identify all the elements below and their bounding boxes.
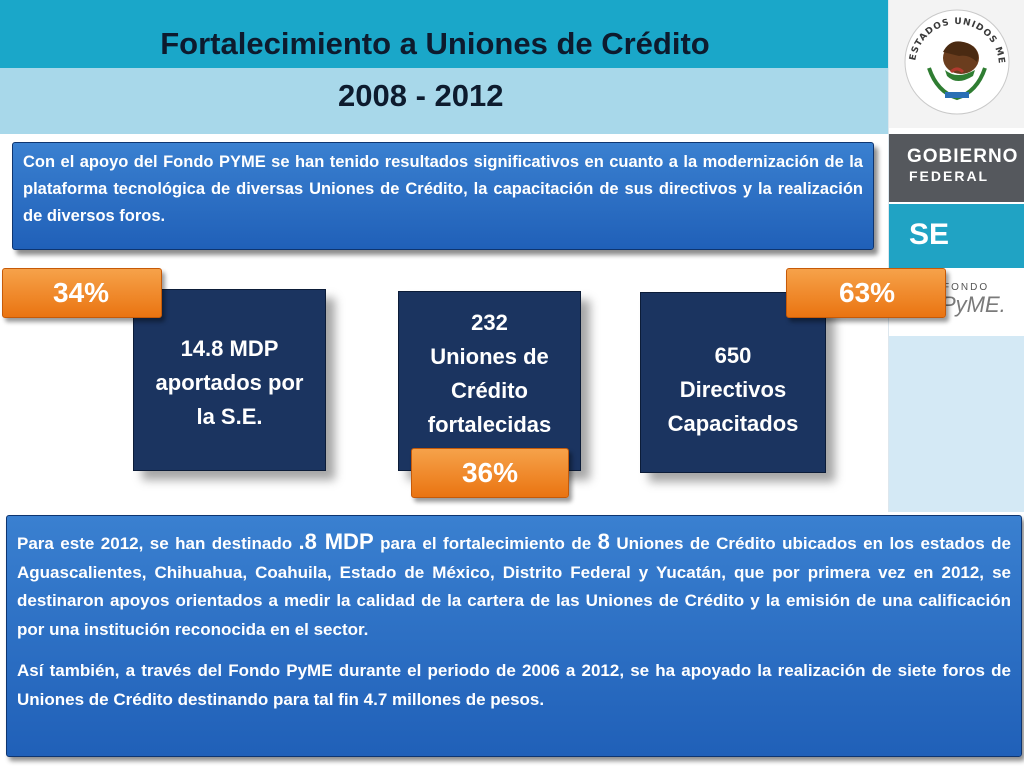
summary-count: 8 bbox=[597, 529, 610, 554]
card-line: aportados por bbox=[155, 370, 304, 395]
pyme-logo-text: PyME. bbox=[941, 292, 1006, 317]
card-line: 14.8 MDP bbox=[180, 336, 279, 361]
card-line: la S.E. bbox=[196, 404, 263, 429]
title-band-light bbox=[0, 68, 888, 134]
intro-text: Con el apoyo del Fondo PYME se han tenid… bbox=[23, 153, 863, 225]
summary-text: Uniones de Crédito ubicados en los estad… bbox=[17, 534, 1011, 639]
summary-text: para el fortalecimiento de bbox=[373, 534, 598, 553]
percent-badge-funding: 34% bbox=[2, 268, 162, 318]
card-line: Capacitados bbox=[667, 410, 799, 436]
intro-box: Con el apoyo del Fondo PYME se han tenid… bbox=[12, 142, 874, 250]
sidebar: ESTADOS UNIDOS MEXICANOS GOBIERNO FEDERA… bbox=[885, 0, 1024, 512]
card-line: 650 bbox=[714, 342, 752, 368]
se-logo: SE bbox=[889, 204, 1024, 268]
summary-amount: .8 MDP bbox=[298, 529, 374, 554]
federal-label: FEDERAL bbox=[909, 168, 990, 184]
percent-badge-unions: 36% bbox=[411, 448, 569, 498]
card-line: fortalecidas bbox=[427, 412, 552, 437]
card-line: 232 bbox=[471, 310, 508, 335]
mexican-seal-logo: ESTADOS UNIDOS MEXICANOS bbox=[885, 0, 1024, 128]
title-band bbox=[0, 0, 888, 68]
summary-text: Para este 2012, se han destinado bbox=[17, 534, 299, 553]
summary-paragraph-1: Para este 2012, se han destinado .8 MDP … bbox=[17, 528, 1011, 644]
gobierno-label: GOBIERNO bbox=[907, 146, 1019, 167]
fondo-label: FONDO bbox=[943, 282, 990, 293]
gobierno-federal-logo: GOBIERNO FEDERAL bbox=[889, 134, 1024, 202]
summary-paragraph-2: Así también, a través del Fondo PyME dur… bbox=[17, 661, 1011, 709]
eagle-seal-icon: ESTADOS UNIDOS MEXICANOS bbox=[885, 0, 1010, 115]
divider bbox=[0, 134, 888, 136]
page-title: Fortalecimiento a Uniones de Crédito bbox=[160, 26, 710, 61]
summary-box: Para este 2012, se han destinado .8 MDP … bbox=[6, 515, 1022, 757]
stat-card-funding: 14.8 MDP aportados por la S.E. bbox=[133, 289, 326, 471]
card-line: Crédito bbox=[451, 378, 528, 403]
stat-card-unions: 232 Uniones de Crédito fortalecidas bbox=[398, 291, 581, 471]
card-line: Directivos bbox=[679, 376, 787, 402]
card-line: Uniones de bbox=[430, 344, 549, 369]
page-subtitle-years: 2008 - 2012 bbox=[338, 78, 504, 113]
sidebar-panel bbox=[889, 336, 1024, 512]
stat-card-directors: 650 Directivos Capacitados bbox=[640, 292, 826, 473]
percent-badge-directors: 63% bbox=[786, 268, 946, 318]
